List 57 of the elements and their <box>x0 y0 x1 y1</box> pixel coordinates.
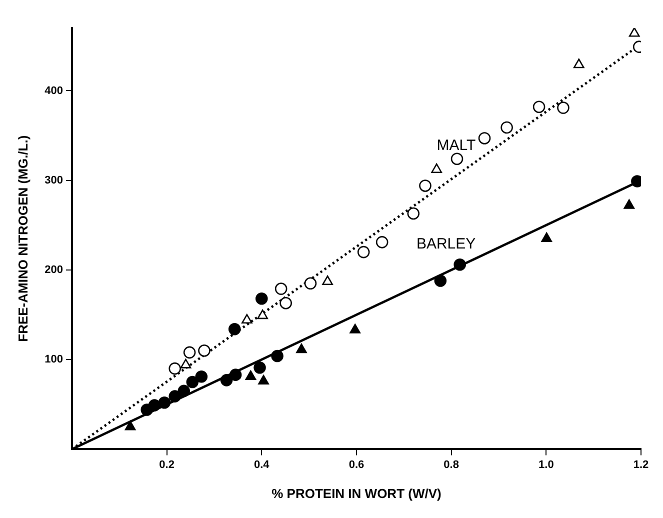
point <box>304 277 317 290</box>
point <box>357 246 370 258</box>
point <box>195 370 208 383</box>
point <box>322 275 333 286</box>
point <box>198 344 210 357</box>
point <box>258 374 269 384</box>
point <box>431 163 442 173</box>
x-tick-label: 0.6 <box>348 458 364 471</box>
point <box>255 292 268 305</box>
x-axis-title: % PROTEIN IN WORT (W/V) <box>272 486 442 501</box>
x-tick-label: 0.2 <box>159 458 174 471</box>
point <box>407 207 420 220</box>
y-tick-label: 200 <box>44 264 63 276</box>
point <box>257 310 268 320</box>
y-tick-label: 100 <box>44 354 63 366</box>
point <box>628 28 640 37</box>
point <box>148 399 161 412</box>
point <box>229 368 242 381</box>
point <box>419 180 432 192</box>
point <box>350 324 360 334</box>
point <box>500 121 513 134</box>
x-tick-label: 1.2 <box>633 458 649 471</box>
point <box>454 258 466 271</box>
x-tick-label: 1.0 <box>538 458 554 471</box>
point <box>478 132 491 144</box>
point <box>434 274 447 287</box>
point <box>573 58 584 68</box>
point <box>541 232 552 242</box>
point <box>557 102 570 114</box>
series-label: BARLEY <box>416 235 476 252</box>
point <box>220 374 233 386</box>
point <box>228 322 241 336</box>
point <box>245 370 256 380</box>
point <box>532 100 546 114</box>
point <box>296 344 307 354</box>
x-tick-label: 0.4 <box>254 458 270 471</box>
point <box>274 282 288 295</box>
point <box>124 420 136 430</box>
x-tick-label: 0.8 <box>444 458 459 471</box>
point <box>180 358 192 368</box>
y-tick-label: 400 <box>44 84 63 97</box>
point <box>183 346 196 359</box>
point <box>186 376 199 388</box>
point <box>168 390 182 402</box>
point <box>158 396 171 409</box>
point <box>450 152 464 165</box>
point <box>271 350 284 362</box>
point <box>254 362 266 374</box>
series-label: MALT <box>436 137 476 154</box>
point <box>280 296 292 310</box>
point <box>624 199 635 209</box>
y-tick-label: 300 <box>44 174 63 186</box>
y-axis-title: FREE-AMINO NITROGEN (MG./L.) <box>15 135 30 342</box>
point <box>178 384 190 398</box>
point <box>376 236 388 248</box>
point <box>242 314 252 324</box>
point <box>168 362 182 375</box>
